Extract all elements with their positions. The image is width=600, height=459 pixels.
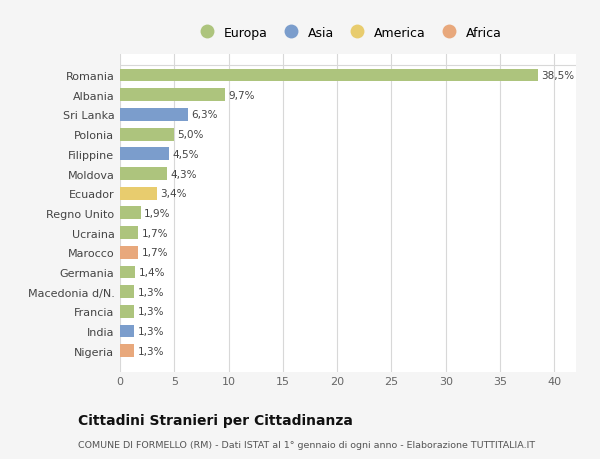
Bar xyxy=(120,129,174,141)
Text: 3,4%: 3,4% xyxy=(160,189,187,199)
Bar xyxy=(120,246,139,259)
Bar xyxy=(120,227,139,240)
Bar xyxy=(120,325,134,338)
Text: 1,3%: 1,3% xyxy=(137,346,164,356)
Text: 9,7%: 9,7% xyxy=(229,90,255,101)
Text: 1,3%: 1,3% xyxy=(137,326,164,336)
Bar xyxy=(120,109,188,122)
Text: 1,3%: 1,3% xyxy=(137,287,164,297)
Bar xyxy=(120,345,134,358)
Text: 1,7%: 1,7% xyxy=(142,248,168,258)
Text: COMUNE DI FORMELLO (RM) - Dati ISTAT al 1° gennaio di ogni anno - Elaborazione T: COMUNE DI FORMELLO (RM) - Dati ISTAT al … xyxy=(78,441,535,449)
Text: Cittadini Stranieri per Cittadinanza: Cittadini Stranieri per Cittadinanza xyxy=(78,414,353,428)
Text: 5,0%: 5,0% xyxy=(178,130,204,140)
Text: 1,7%: 1,7% xyxy=(142,228,168,238)
Text: 1,3%: 1,3% xyxy=(137,307,164,317)
Bar xyxy=(120,89,226,102)
Bar xyxy=(120,305,134,318)
Bar xyxy=(120,285,134,298)
Text: 4,3%: 4,3% xyxy=(170,169,196,179)
Legend: Europa, Asia, America, Africa: Europa, Asia, America, Africa xyxy=(194,27,502,39)
Text: 4,5%: 4,5% xyxy=(172,150,199,159)
Bar xyxy=(120,69,538,82)
Bar xyxy=(120,148,169,161)
Text: 38,5%: 38,5% xyxy=(541,71,574,81)
Bar xyxy=(120,207,140,220)
Bar xyxy=(120,266,135,279)
Text: 6,3%: 6,3% xyxy=(191,110,218,120)
Text: 1,9%: 1,9% xyxy=(144,208,170,218)
Text: 1,4%: 1,4% xyxy=(139,268,165,277)
Bar xyxy=(120,168,167,180)
Bar xyxy=(120,187,157,200)
